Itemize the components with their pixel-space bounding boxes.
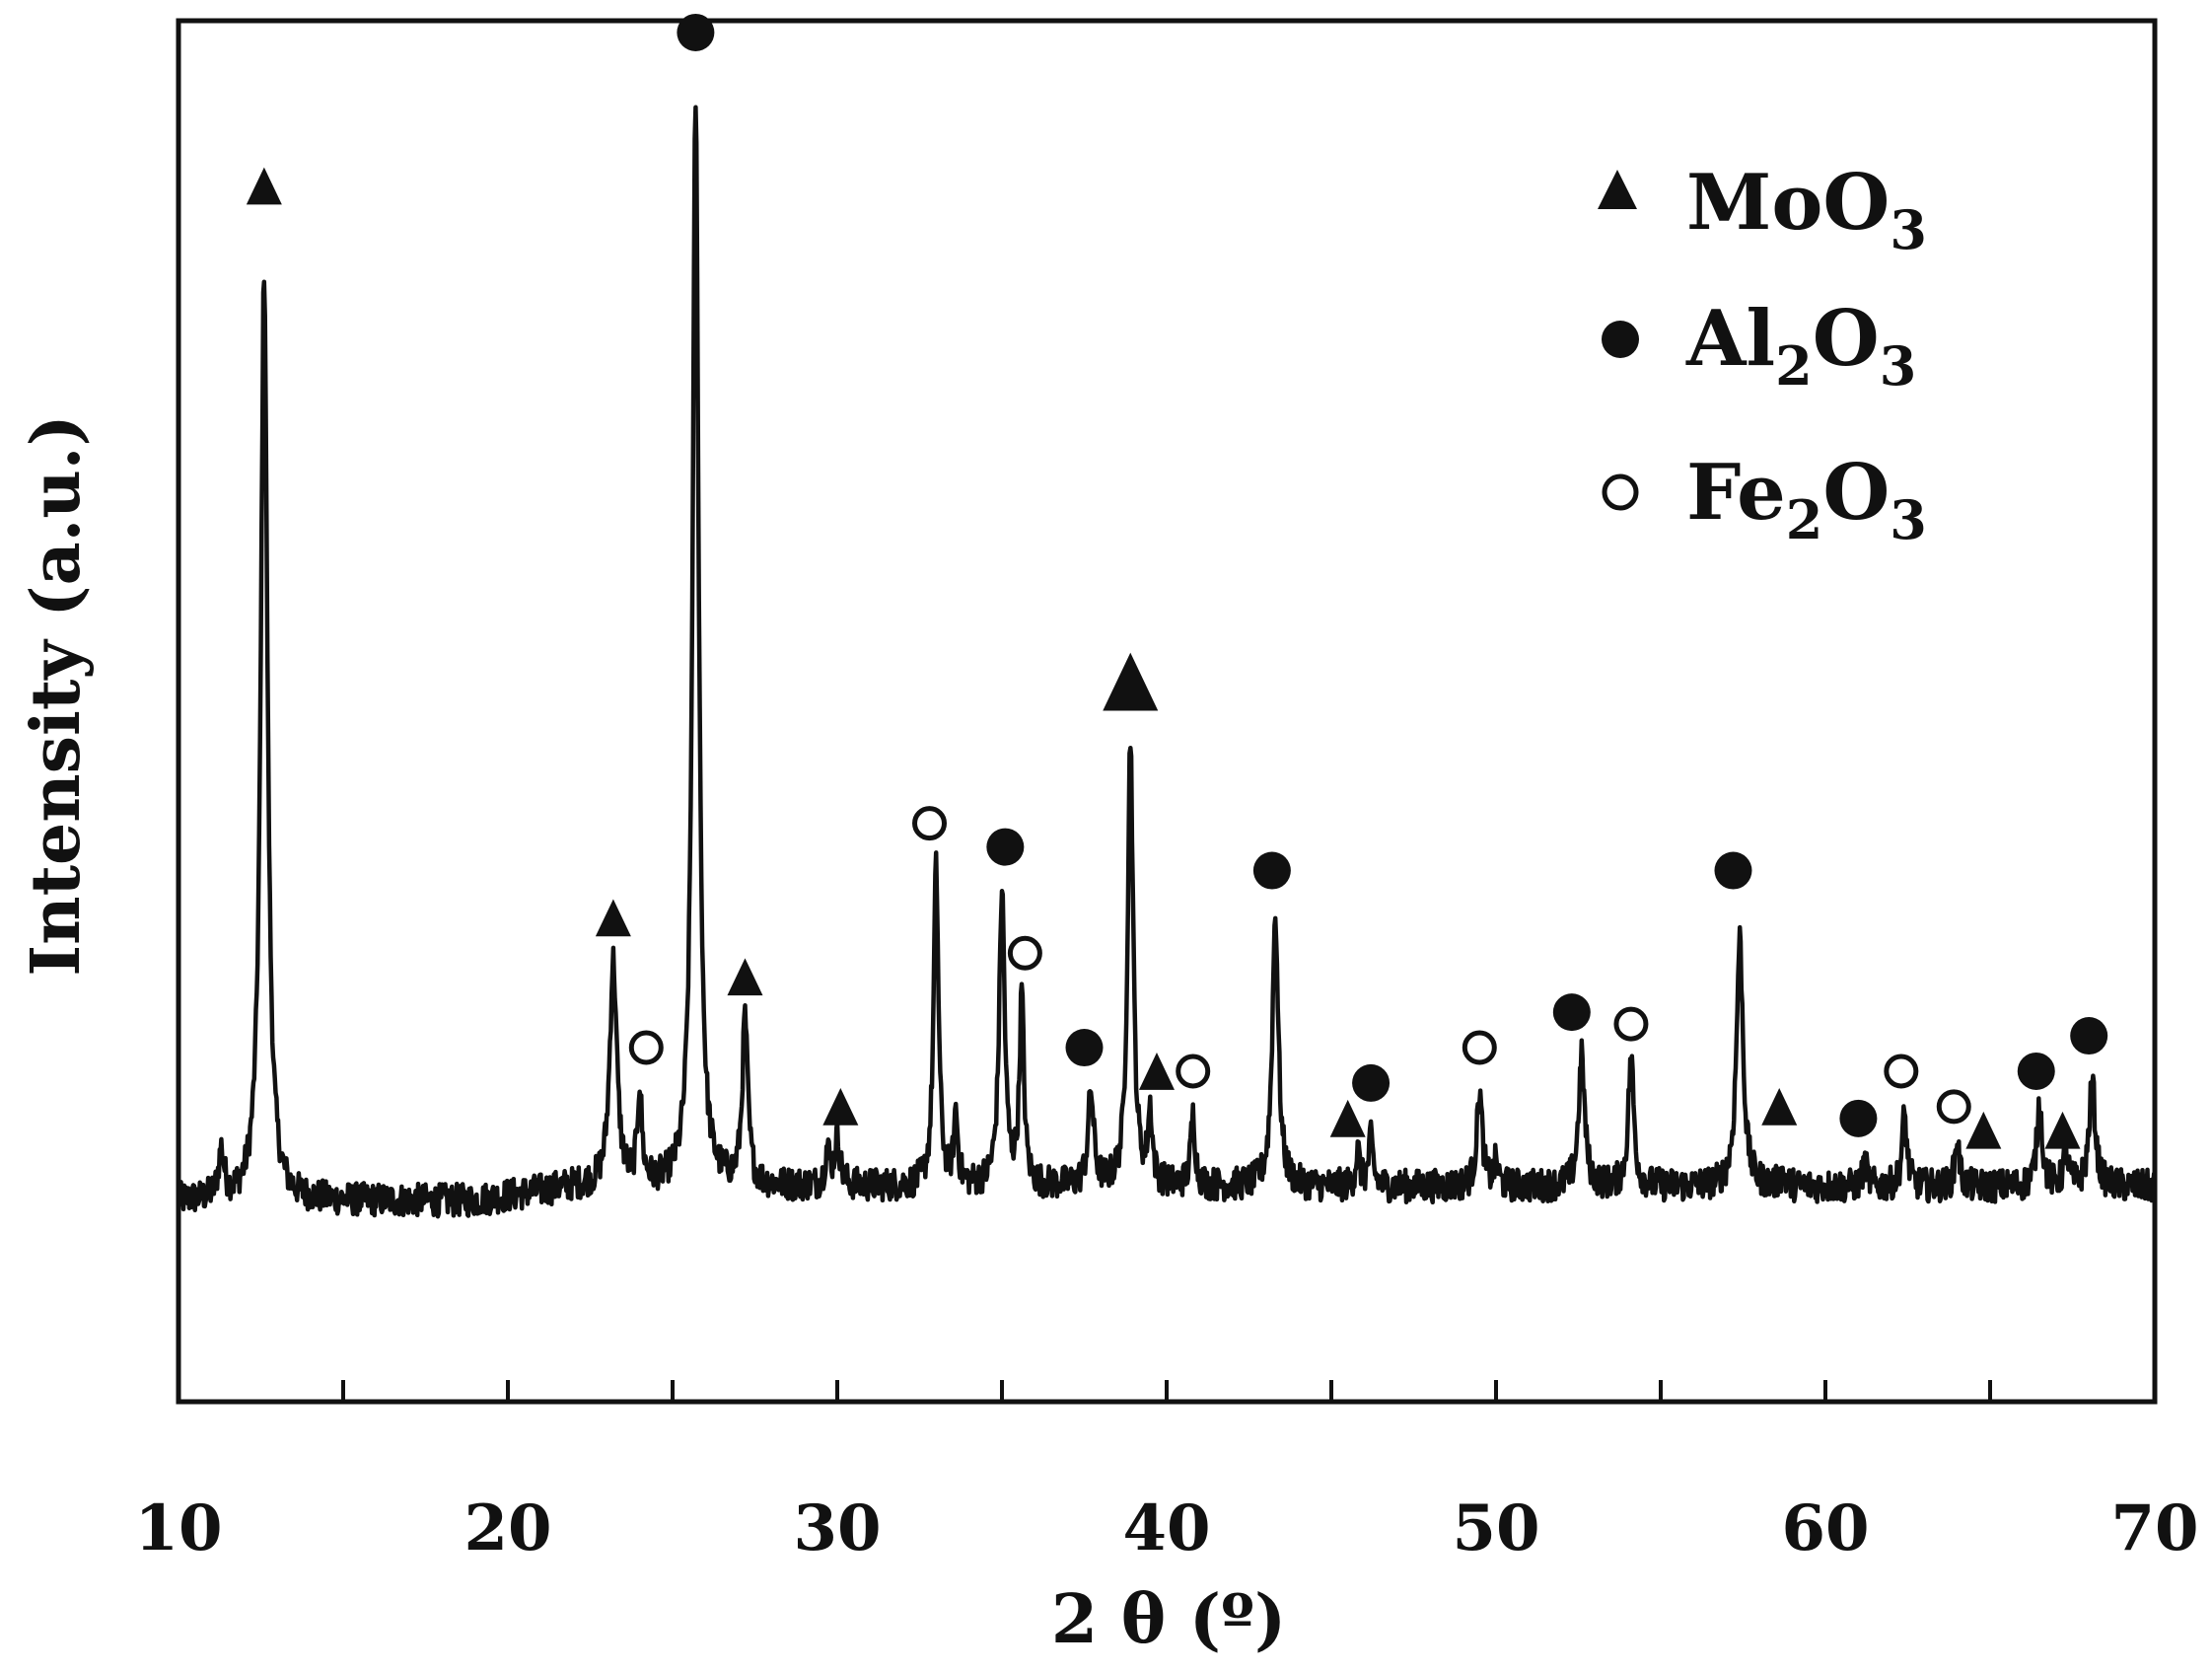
- fe2o3-marker-icon: [912, 806, 948, 841]
- x-axis-label: 2 θ (º): [1051, 1580, 1286, 1659]
- x-tick-label-20: 20: [464, 1491, 551, 1565]
- al2o3-marker-icon: [1714, 851, 1752, 890]
- series-layer: [176, 105, 2158, 1219]
- legend-label-moo3-sub: 3: [1890, 198, 1927, 261]
- fe2o3-marker-icon: [1007, 935, 1042, 971]
- legend-open-circle-icon: [1602, 473, 1639, 511]
- moo3-marker-icon: [1761, 1087, 1798, 1126]
- al2o3-marker-icon: [1252, 851, 1291, 890]
- fe2o3-marker-icon: [1884, 1054, 1919, 1089]
- x-tick-label-60: 60: [1781, 1491, 1869, 1565]
- legend-label-al2o3-sub2: 3: [1880, 334, 1917, 398]
- x-tick-label-50: 50: [1452, 1491, 1539, 1565]
- moo3-marker-icon: [727, 958, 763, 996]
- moo3-marker-icon: [1329, 1099, 1366, 1137]
- legend-label-moo3: MoO3: [1686, 158, 1927, 261]
- x-axis-ticks: [177, 1380, 2157, 1402]
- x-tick-label-10: 10: [134, 1491, 222, 1565]
- moo3-marker-icon: [1965, 1111, 2002, 1149]
- legend-filled-circle-icon: [1602, 321, 1639, 358]
- legend-label-al2o3: Al2O3: [1685, 294, 1916, 398]
- legend-label-al2o3-sub: 2: [1775, 334, 1813, 398]
- legend-label-al2o3-main2: O: [1813, 294, 1880, 384]
- moo3-marker-icon: [595, 899, 631, 937]
- legend-item-fe2o3: Fe2O3: [1602, 448, 1927, 551]
- al2o3-marker-icon: [1065, 1029, 1104, 1067]
- fe2o3-marker-icon: [1176, 1054, 1211, 1089]
- x-tick-label-30: 30: [793, 1491, 881, 1565]
- fe2o3-marker-icon: [1462, 1030, 1497, 1065]
- al2o3-marker-icon: [1839, 1099, 1878, 1137]
- moo3-marker-icon: [1138, 1053, 1175, 1090]
- legend-label-fe2o3: Fe2O3: [1686, 448, 1927, 551]
- moo3-marker-icon: [822, 1087, 859, 1126]
- al2o3-marker-icon: [1352, 1063, 1391, 1102]
- legend-label-fe2o3-main: Fe: [1686, 448, 1786, 538]
- al2o3-marker-icon: [2070, 1017, 2108, 1055]
- al2o3-marker-icon: [986, 828, 1025, 866]
- legend-label-fe2o3-main2: O: [1822, 448, 1890, 538]
- plot-frame: [176, 18, 2158, 1405]
- legend-item-al2o3: Al2O3: [1602, 294, 1916, 398]
- x-tick-label-70: 70: [2110, 1491, 2198, 1565]
- fe2o3-marker-icon: [628, 1030, 664, 1065]
- x-axis-tick-labels: 10 20 30 40 50 60 70: [134, 1491, 2198, 1565]
- fe2o3-marker-icon: [1936, 1089, 1971, 1125]
- legend: MoO3 Al2O3 Fe2O3: [1598, 158, 1927, 551]
- phase-markers: [246, 13, 2108, 1149]
- x-tick-label-40: 40: [1122, 1491, 1210, 1565]
- legend-label-fe2o3-sub: 2: [1786, 488, 1823, 551]
- fe2o3-marker-icon: [1613, 1006, 1649, 1042]
- al2o3-marker-icon: [1552, 993, 1591, 1032]
- legend-item-moo3: MoO3: [1598, 158, 1927, 261]
- legend-label-fe2o3-sub2: 3: [1890, 488, 1927, 551]
- y-axis-label: Intensity (a.u.): [17, 414, 96, 976]
- legend-label-moo3-main: MoO: [1686, 158, 1890, 248]
- moo3-marker-icon: [2044, 1111, 2081, 1149]
- legend-label-al2o3-main: Al: [1685, 294, 1775, 384]
- al2o3-marker-icon: [2017, 1052, 2055, 1090]
- legend-triangle-icon: [1598, 170, 1637, 209]
- moo3-marker-icon: [246, 167, 282, 205]
- series-line-0: [176, 105, 2158, 1219]
- moo3-marker-icon: [1103, 652, 1159, 711]
